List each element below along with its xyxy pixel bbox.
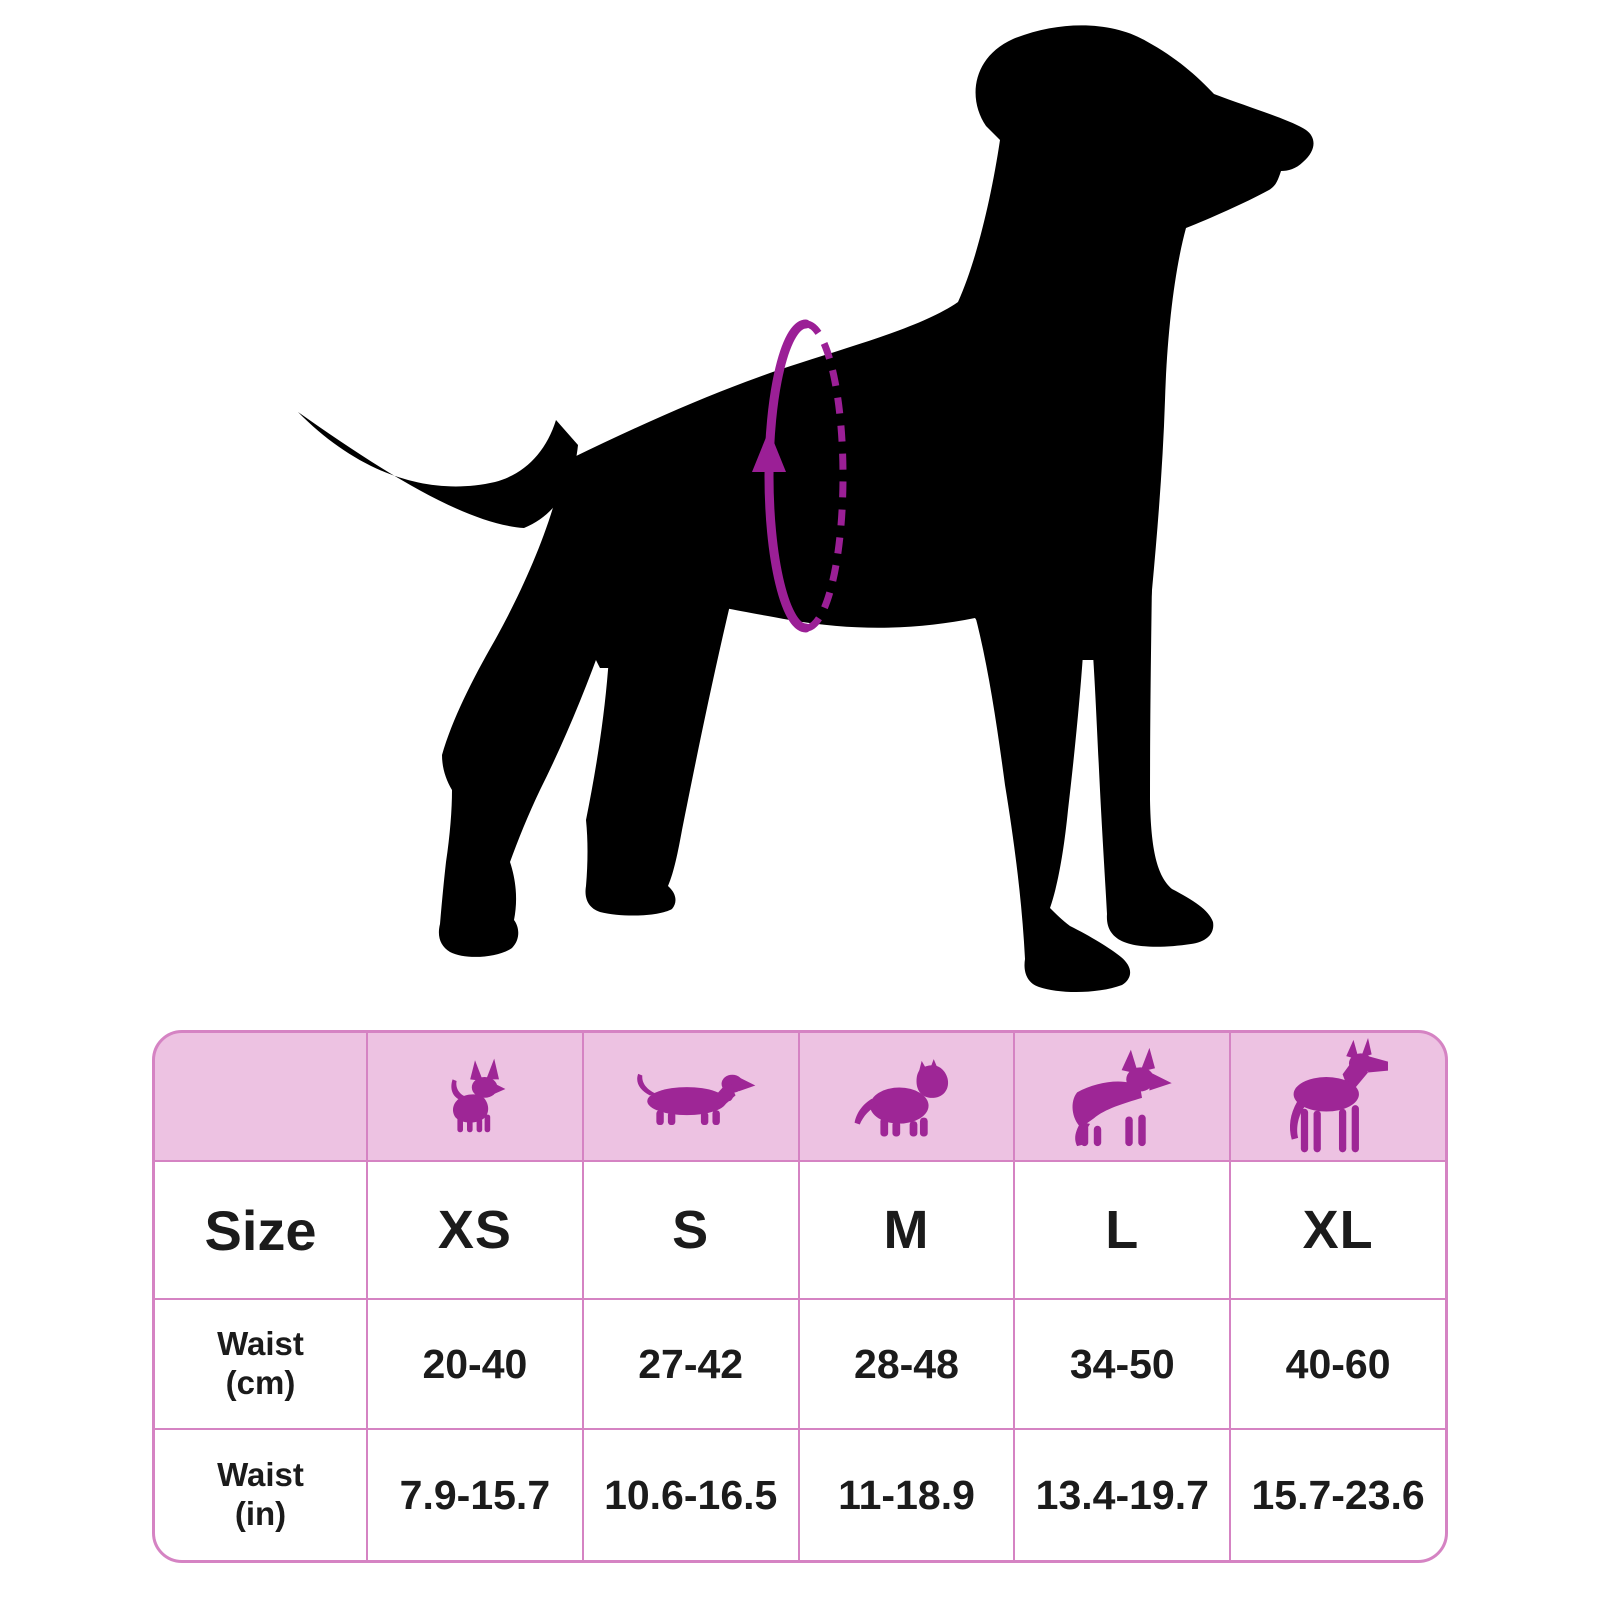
size-cell-m: M bbox=[799, 1162, 1014, 1298]
row-label-waist-in: Waist (in) bbox=[155, 1430, 366, 1560]
dog-tail bbox=[298, 412, 578, 528]
waist-in-cell-m: 11-18.9 bbox=[799, 1430, 1014, 1560]
dog-rear-leg-far bbox=[438, 466, 612, 957]
waist-cm-label-line1: Waist bbox=[217, 1325, 304, 1363]
header-cell-l bbox=[1015, 1033, 1230, 1160]
waist-cm-cell-xl: 40-60 bbox=[1231, 1300, 1445, 1428]
dog-front-leg-near bbox=[1088, 580, 1214, 947]
size-value: S bbox=[672, 1200, 710, 1260]
size-cell-xs: XS bbox=[368, 1162, 582, 1298]
dog-body-head bbox=[565, 25, 1314, 669]
table-corner-cell bbox=[155, 1033, 366, 1160]
dog-measurement-diagram bbox=[298, 25, 1314, 993]
chihuahua-icon bbox=[451, 1058, 506, 1132]
waist-cm-value: 20-40 bbox=[422, 1340, 528, 1387]
waist-in-cell-xl: 15.7-23.6 bbox=[1231, 1430, 1445, 1560]
waist-in-value: 13.4-19.7 bbox=[1035, 1471, 1209, 1518]
waist-in-cell-l: 13.4-19.7 bbox=[1015, 1430, 1230, 1560]
row-label-size: Size bbox=[155, 1162, 366, 1298]
measure-arrow-up-icon bbox=[752, 430, 786, 472]
waist-measure-ellipse bbox=[752, 319, 847, 633]
waist-ellipse-solid-arc bbox=[764, 319, 811, 633]
waist-cm-cell-xs: 20-40 bbox=[368, 1300, 582, 1428]
waist-in-value: 15.7-23.6 bbox=[1251, 1471, 1425, 1518]
size-cell-xl: XL bbox=[1231, 1162, 1445, 1298]
size-cell-l: L bbox=[1015, 1162, 1230, 1298]
size-value: L bbox=[1105, 1200, 1140, 1260]
waist-in-label-line2: (in) bbox=[234, 1495, 287, 1532]
german-shepherd-icon bbox=[1072, 1047, 1172, 1146]
size-table: Size XS S M L XL Waist (cm) 20-40 27-42 … bbox=[152, 1030, 1448, 1563]
waist-cm-value: 40-60 bbox=[1285, 1340, 1391, 1387]
size-value: M bbox=[883, 1200, 930, 1260]
header-cell-xs bbox=[368, 1033, 582, 1160]
great-dane-icon bbox=[1289, 1037, 1389, 1152]
dog-rear-leg-near bbox=[585, 605, 730, 916]
size-cell-s: S bbox=[583, 1162, 798, 1298]
bull-terrier-icon bbox=[854, 1058, 949, 1137]
waist-cm-value: 28-48 bbox=[854, 1340, 959, 1387]
header-cell-xl bbox=[1231, 1033, 1445, 1160]
waist-cm-value: 27-42 bbox=[638, 1340, 744, 1387]
waist-in-cell-xs: 7.9-15.7 bbox=[368, 1430, 582, 1560]
header-cell-s bbox=[583, 1033, 798, 1160]
waist-in-label-line1: Waist bbox=[217, 1456, 304, 1494]
waist-in-cell-s: 10.6-16.5 bbox=[583, 1430, 798, 1560]
waist-cm-cell-m: 28-48 bbox=[799, 1300, 1014, 1428]
header-cell-m bbox=[799, 1033, 1014, 1160]
dachshund-icon bbox=[636, 1073, 756, 1125]
size-value: XS bbox=[437, 1200, 512, 1260]
waist-cm-label-line2: (cm) bbox=[225, 1364, 296, 1401]
dog-silhouette bbox=[298, 25, 1314, 993]
dog-front-leg-far bbox=[975, 615, 1131, 993]
waist-cm-cell-s: 27-42 bbox=[583, 1300, 798, 1428]
size-value: XL bbox=[1302, 1200, 1374, 1260]
waist-in-value: 7.9-15.7 bbox=[399, 1471, 551, 1518]
row-label-waist-cm: Waist (cm) bbox=[155, 1300, 366, 1428]
size-row-title: Size bbox=[204, 1198, 317, 1262]
waist-in-value: 11-18.9 bbox=[838, 1471, 975, 1518]
waist-cm-value: 34-50 bbox=[1069, 1340, 1175, 1387]
waist-in-value: 10.6-16.5 bbox=[604, 1471, 778, 1518]
waist-cm-cell-l: 34-50 bbox=[1015, 1300, 1230, 1428]
